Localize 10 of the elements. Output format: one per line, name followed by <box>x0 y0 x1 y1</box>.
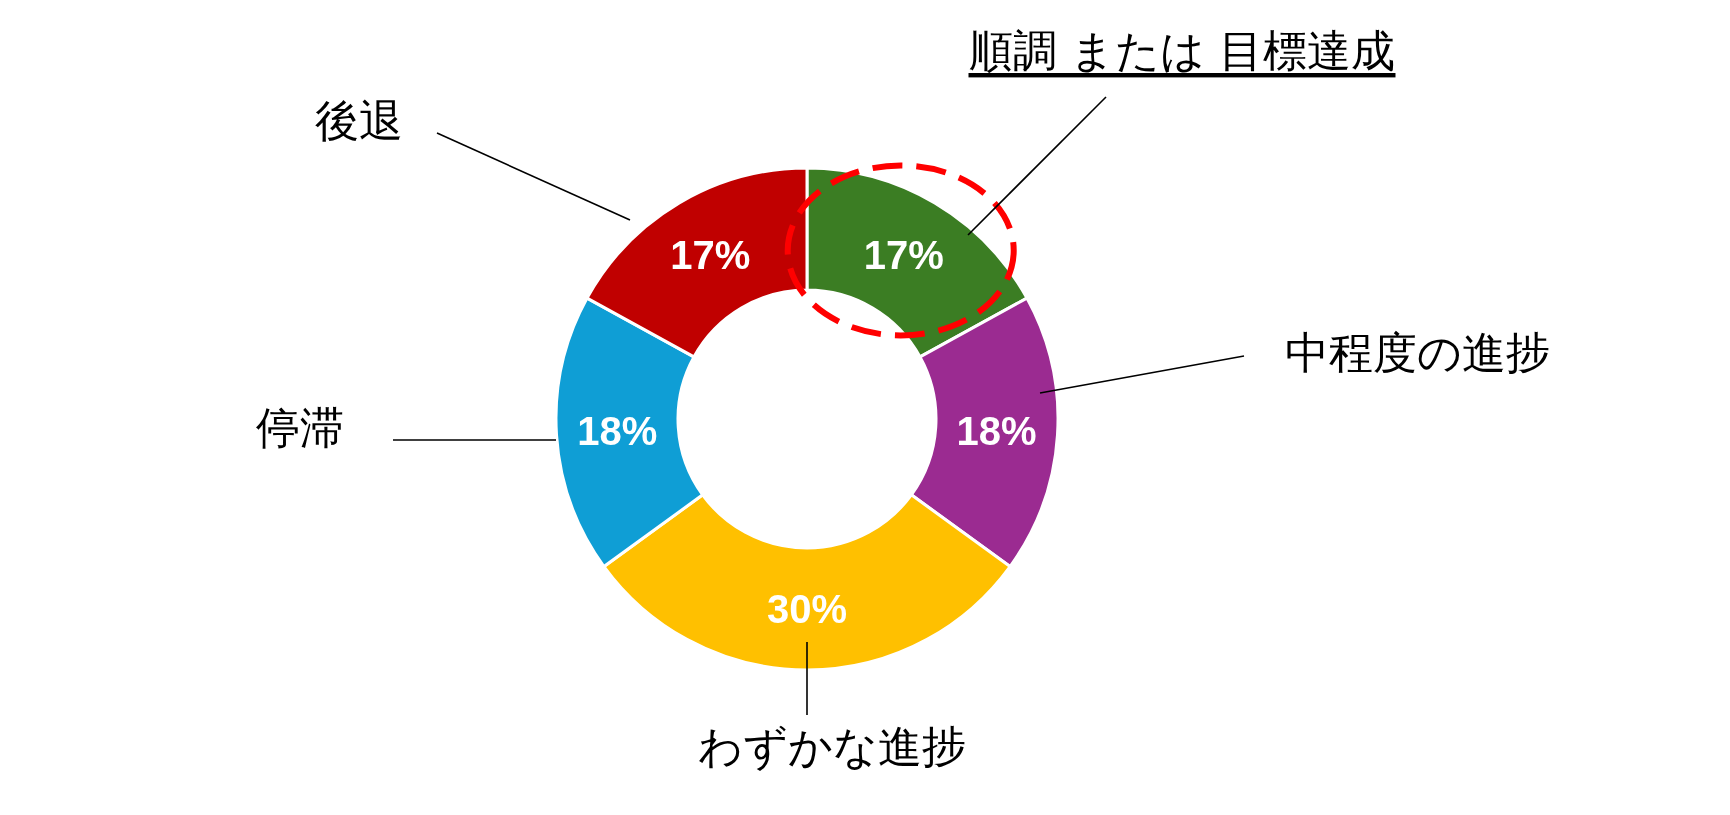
slice-label: 停滞 <box>256 401 344 453</box>
data-label: 17% <box>863 233 944 278</box>
slice-label: 中程度の進捗 <box>1284 326 1550 378</box>
data-label: 18% <box>956 408 1037 453</box>
data-label: 30% <box>766 587 848 631</box>
data-label: 18% <box>577 408 658 453</box>
data-label: 17% <box>670 233 751 278</box>
slice-label: わずかな進捗 <box>698 720 966 772</box>
slice-label: 後退 <box>315 94 403 146</box>
slice-label: 順調 または 目標達成 <box>968 24 1396 76</box>
